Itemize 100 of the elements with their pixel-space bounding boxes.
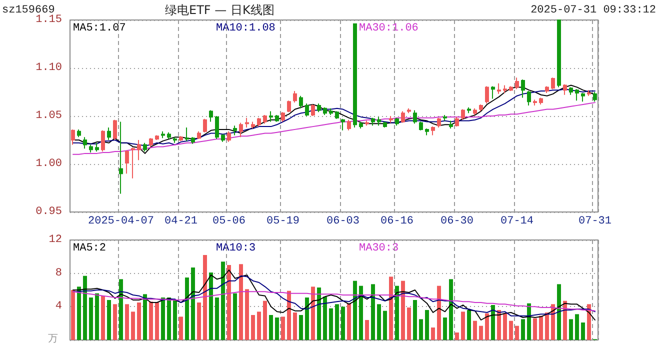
bar <box>191 268 195 340</box>
line-series <box>72 275 596 316</box>
bar <box>257 312 261 340</box>
x-tick-label: 06-16 <box>380 216 414 228</box>
bar <box>491 305 495 340</box>
bar <box>467 310 471 340</box>
bar <box>533 318 537 340</box>
bar <box>509 320 513 340</box>
bar <box>179 316 183 340</box>
bar <box>587 304 591 340</box>
candlestick <box>143 142 147 152</box>
candlestick <box>485 86 489 104</box>
candlestick <box>503 84 507 94</box>
bar <box>359 286 363 340</box>
bar <box>569 319 573 340</box>
bar <box>167 298 171 340</box>
candlestick <box>281 112 285 122</box>
bar <box>107 300 111 340</box>
candlestick <box>341 118 345 131</box>
candlestick <box>575 88 579 102</box>
bar <box>113 304 117 340</box>
x-tick-label: 05-06 <box>212 216 246 228</box>
candlestick <box>443 114 447 122</box>
candlestick <box>377 116 381 126</box>
bar <box>575 314 579 340</box>
candlestick <box>293 90 297 104</box>
candlestick <box>515 77 519 90</box>
bar <box>437 286 441 340</box>
candlestick <box>197 130 201 140</box>
candlestick <box>95 142 99 152</box>
candlestick <box>113 119 117 140</box>
bar <box>131 312 135 340</box>
candlestick <box>83 136 87 150</box>
bar <box>515 326 519 340</box>
bar <box>329 308 333 340</box>
candlestick <box>383 121 387 128</box>
text: MA10:1.08 <box>216 22 276 34</box>
candlestick <box>563 84 567 96</box>
bar <box>479 326 483 340</box>
candlestick <box>191 136 195 144</box>
y-tick-label: 1.10 <box>36 62 62 74</box>
bar <box>383 310 387 340</box>
candlestick <box>251 121 255 129</box>
candlestick <box>245 117 249 128</box>
bar <box>95 293 99 340</box>
bar <box>455 332 459 340</box>
bar <box>401 280 405 340</box>
y-tick-label: 4 <box>55 300 62 313</box>
bar <box>563 300 567 340</box>
candlestick <box>437 117 441 128</box>
y-tick-label: 12 <box>48 234 62 246</box>
candlestick <box>569 86 573 96</box>
candlestick <box>275 114 279 122</box>
candlestick <box>473 108 477 116</box>
candlestick <box>89 144 93 153</box>
bar <box>275 318 279 340</box>
candlestick <box>287 100 291 113</box>
candlestick <box>389 116 393 124</box>
candlestick <box>533 99 537 106</box>
candlestick <box>185 127 189 142</box>
text: MA10:3 <box>216 242 256 254</box>
bar <box>521 319 525 340</box>
candlestick <box>119 121 123 194</box>
bar <box>137 302 141 340</box>
bar <box>419 319 423 340</box>
candlestick <box>107 127 111 140</box>
bar <box>485 313 489 340</box>
x-tick-label: 2025-04-07 <box>88 216 154 228</box>
candlestick <box>101 130 105 152</box>
bar <box>323 296 327 340</box>
candlestick <box>317 103 321 113</box>
bar <box>539 316 543 340</box>
x-tick-label: 07-31 <box>578 216 612 228</box>
bar <box>377 304 381 340</box>
candlestick <box>269 110 273 122</box>
bar <box>461 312 465 340</box>
y-tick-label: 1.05 <box>36 110 62 122</box>
candlestick <box>167 132 171 140</box>
y-tick-label: 0.95 <box>36 206 62 218</box>
bar <box>77 286 81 340</box>
candlestick <box>431 126 435 136</box>
bar <box>71 290 75 340</box>
x-tick-label: 06-30 <box>440 216 474 228</box>
candlestick <box>359 121 363 129</box>
candlestick <box>125 150 129 174</box>
candlestick <box>77 128 81 138</box>
bar <box>239 264 243 340</box>
text: MA30:3 <box>359 242 399 254</box>
candlestick <box>173 136 177 144</box>
text: MA5:1.07 <box>73 22 126 34</box>
candlestick <box>149 138 153 148</box>
candlestick <box>137 140 141 161</box>
x-tick-label: 07-14 <box>500 216 534 228</box>
candlestick <box>161 130 165 139</box>
bar <box>119 279 123 340</box>
line-series <box>72 270 596 320</box>
line-series <box>72 291 596 312</box>
candlestick <box>527 90 531 106</box>
candlestick <box>491 86 495 100</box>
text: 2025-07-31 09:33:12 <box>530 4 656 16</box>
